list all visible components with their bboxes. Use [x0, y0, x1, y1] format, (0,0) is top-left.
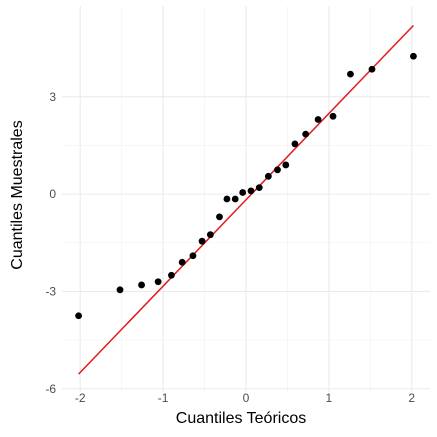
x-tick-label: 2: [408, 391, 415, 405]
data-point: [190, 252, 197, 259]
data-point: [224, 196, 231, 203]
data-point: [138, 282, 145, 289]
x-tick-label: 0: [243, 391, 250, 405]
data-point: [330, 113, 337, 120]
data-point: [207, 231, 214, 238]
data-point: [232, 196, 239, 203]
y-tick-label: 0: [49, 187, 56, 201]
x-tick-label: -1: [158, 391, 169, 405]
data-point: [274, 166, 281, 173]
y-tick-label: -3: [45, 284, 56, 298]
data-point: [199, 238, 206, 245]
y-tick-label: 3: [49, 90, 56, 104]
data-point: [216, 213, 223, 220]
x-tick-label: 1: [326, 391, 333, 405]
x-tick-label: -2: [75, 391, 86, 405]
x-axis-title: Cuantiles Teóricos: [176, 410, 306, 427]
data-point: [347, 71, 354, 78]
data-point: [179, 259, 186, 266]
data-point: [292, 140, 299, 147]
data-point: [239, 189, 246, 196]
data-point: [369, 66, 376, 73]
data-point: [168, 272, 175, 279]
data-point: [315, 116, 322, 123]
data-point: [282, 162, 289, 169]
data-point: [256, 184, 263, 191]
data-point: [265, 173, 272, 180]
y-tick-label: -6: [45, 382, 56, 396]
data-point: [248, 187, 255, 194]
data-point: [155, 278, 162, 285]
data-point: [302, 131, 309, 138]
data-point: [117, 286, 124, 293]
y-axis-title: Cuantiles Muestrales: [9, 120, 26, 269]
data-point: [75, 312, 82, 319]
data-point: [410, 53, 417, 60]
